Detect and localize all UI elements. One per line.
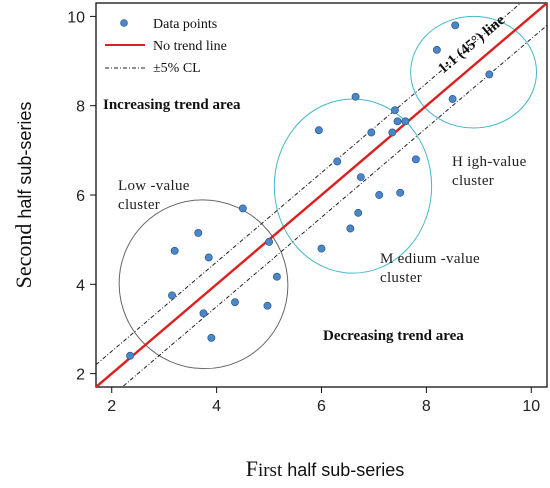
data-point — [170, 246, 179, 255]
decreasing-trend-label: Decreasing trend area — [323, 328, 464, 344]
data-point — [272, 272, 281, 281]
legend-line-label: No trend line — [153, 39, 227, 54]
y-tick-label: 2 — [76, 367, 85, 384]
y-tick-label: 10 — [67, 9, 85, 26]
legend-points-label: Data points — [153, 17, 217, 32]
data-point — [448, 95, 457, 103]
data-point — [485, 70, 494, 79]
data-point — [432, 45, 441, 54]
cluster-low-ellipse — [118, 199, 289, 370]
data-point — [207, 333, 216, 342]
y-tick-label: 6 — [76, 188, 85, 205]
data-point — [263, 301, 272, 310]
data-point — [314, 126, 323, 135]
legend-cl-label: ±5% CL — [153, 61, 201, 76]
data-point — [265, 237, 274, 246]
data-point — [393, 117, 402, 126]
x-axis-title-part: F — [246, 456, 258, 481]
data-point — [168, 291, 176, 300]
data-point — [204, 253, 213, 262]
data-point — [333, 157, 342, 166]
cluster-high-label: H igh-value — [452, 154, 527, 170]
cluster-high-ellipse — [410, 15, 538, 129]
data-point — [317, 244, 326, 253]
legend: Data points No trend line ±5% CL — [105, 17, 227, 76]
cluster-low-label: Low -value — [118, 178, 190, 194]
no-trend-line — [96, 3, 547, 387]
y-axis-title-part: half sub-series — [15, 102, 35, 224]
legend-point-icon — [120, 19, 128, 27]
y-axis-title-part: Second — [11, 224, 36, 289]
cluster-medium-label: M edium -value — [380, 251, 480, 267]
y-axis-title: Second half sub-series — [11, 102, 36, 289]
x-tick-label: 2 — [107, 398, 116, 415]
data-point — [367, 128, 376, 137]
increasing-trend-label: Increasing trend area — [103, 97, 241, 113]
data-point — [356, 173, 365, 182]
data-point — [126, 351, 135, 360]
data-point — [199, 309, 208, 318]
data-point — [388, 128, 397, 137]
x-tick-label: 8 — [422, 398, 431, 415]
data-point — [401, 117, 410, 126]
cluster-low-label: cluster — [118, 197, 160, 213]
cluster-medium-label: cluster — [380, 270, 422, 286]
data-point — [238, 204, 247, 213]
data-point — [411, 155, 420, 164]
x-axis-title-part: irst — [258, 460, 283, 481]
x-tick-label: 6 — [317, 398, 326, 415]
data-point — [375, 191, 384, 199]
x-tick-label: 10 — [522, 398, 540, 415]
x-axis-title: First half sub-series — [246, 456, 405, 481]
y-tick-label: 8 — [76, 99, 85, 116]
x-axis-title-part: half sub-series — [282, 460, 404, 480]
data-point — [231, 298, 239, 307]
data-point — [451, 21, 460, 30]
data-point — [390, 106, 399, 115]
x-tick-label: 4 — [212, 398, 221, 415]
y-tick-label: 4 — [76, 277, 85, 294]
data-point — [194, 229, 203, 237]
data-point — [346, 224, 355, 233]
data-point — [396, 188, 405, 197]
cluster-high-label: cluster — [452, 173, 494, 189]
data-point — [354, 208, 363, 217]
data-point — [351, 92, 360, 101]
